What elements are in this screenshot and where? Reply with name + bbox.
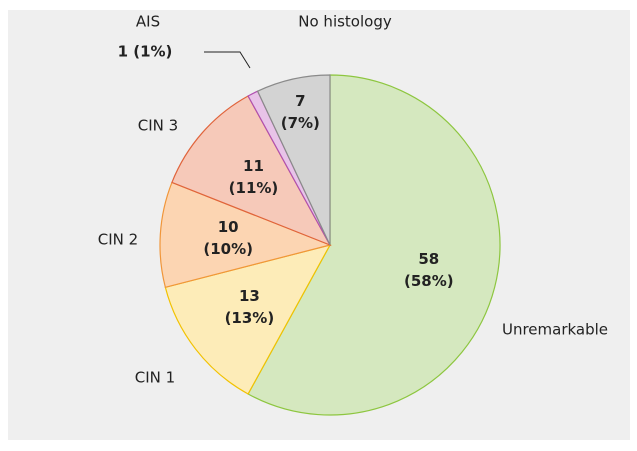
value-label: (11%) (229, 179, 279, 197)
pie-slice (256, 74, 331, 246)
category-label: CIN 1 (135, 369, 175, 387)
value-label: 58 (418, 250, 439, 268)
category-label: CIN 2 (98, 231, 138, 249)
category-label: No histology (298, 13, 392, 31)
value-label: 13 (239, 287, 260, 305)
pie-slice (171, 95, 332, 247)
pie-slice (159, 181, 332, 289)
pie-slice (164, 244, 332, 395)
value-label: 10 (218, 218, 239, 236)
category-label: AIS (136, 13, 160, 31)
category-label: Unremarkable (502, 321, 608, 339)
value-label: (7%) (281, 114, 320, 132)
pie-slice (247, 74, 501, 416)
value-label: 11 (243, 157, 264, 175)
value-label: (10%) (203, 240, 253, 258)
value-label: (58%) (404, 272, 454, 290)
value-label: 1 (1%) (118, 43, 173, 61)
leader-line (204, 51, 251, 69)
value-label: (13%) (225, 309, 275, 327)
value-label: 7 (295, 92, 305, 110)
category-label: CIN 3 (138, 117, 178, 135)
